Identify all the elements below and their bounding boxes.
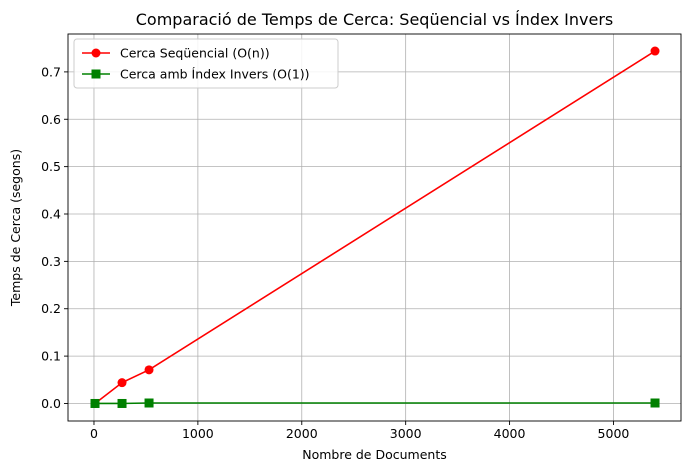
legend-marker (91, 48, 101, 58)
y-tick-label: 0.5 (41, 159, 61, 174)
y-tick-label: 0.7 (41, 64, 61, 79)
legend-label: Cerca amb Índex Invers (O(1)) (120, 67, 310, 82)
data-point (90, 398, 100, 408)
y-axis-label: Temps de Cerca (segons) (8, 149, 23, 307)
y-tick-label: 0.6 (41, 112, 61, 127)
data-point (650, 398, 660, 408)
y-tick-label: 0.0 (41, 396, 61, 411)
y-tick-label: 0.4 (41, 207, 61, 222)
y-tick-label: 0.1 (41, 349, 61, 364)
x-tick-label: 0 (90, 426, 98, 441)
legend-label: Cerca Seqüencial (O(n)) (120, 46, 270, 61)
x-tick-label: 2000 (286, 426, 318, 441)
x-tick-label: 4000 (494, 426, 526, 441)
x-axis-ticks: 0 1000 2000 3000 4000 5000 (90, 421, 629, 441)
y-tick-label: 0.2 (41, 301, 61, 316)
data-point (117, 398, 127, 408)
data-point (117, 378, 127, 388)
data-point (650, 46, 660, 56)
x-tick-label: 1000 (182, 426, 214, 441)
series-layer (90, 46, 660, 408)
legend-entry: Cerca Seqüencial (O(n)) (82, 46, 270, 61)
y-axis-ticks: 0.0 0.1 0.2 0.3 0.4 0.5 0.6 0.7 (41, 64, 68, 411)
legend-marker (91, 69, 101, 79)
legend: Cerca Seqüencial (O(n)) Cerca amb Índex I… (73, 38, 339, 89)
plot-frame (67, 33, 682, 422)
chart-title: Comparació de Temps de Cerca: Seqüencial… (136, 10, 614, 29)
grid (68, 34, 681, 421)
x-tick-label: 3000 (390, 426, 422, 441)
legend-entry: Cerca amb Índex Invers (O(1)) (82, 67, 310, 82)
series-1 (90, 46, 660, 408)
y-tick-label: 0.3 (41, 254, 61, 269)
data-point (144, 365, 154, 375)
series-line (94, 50, 656, 405)
data-point (144, 398, 154, 408)
x-tick-label: 5000 (598, 426, 630, 441)
legend-box (73, 38, 339, 89)
series-2 (90, 398, 660, 408)
x-axis-label: Nombre de Documents (302, 447, 447, 462)
